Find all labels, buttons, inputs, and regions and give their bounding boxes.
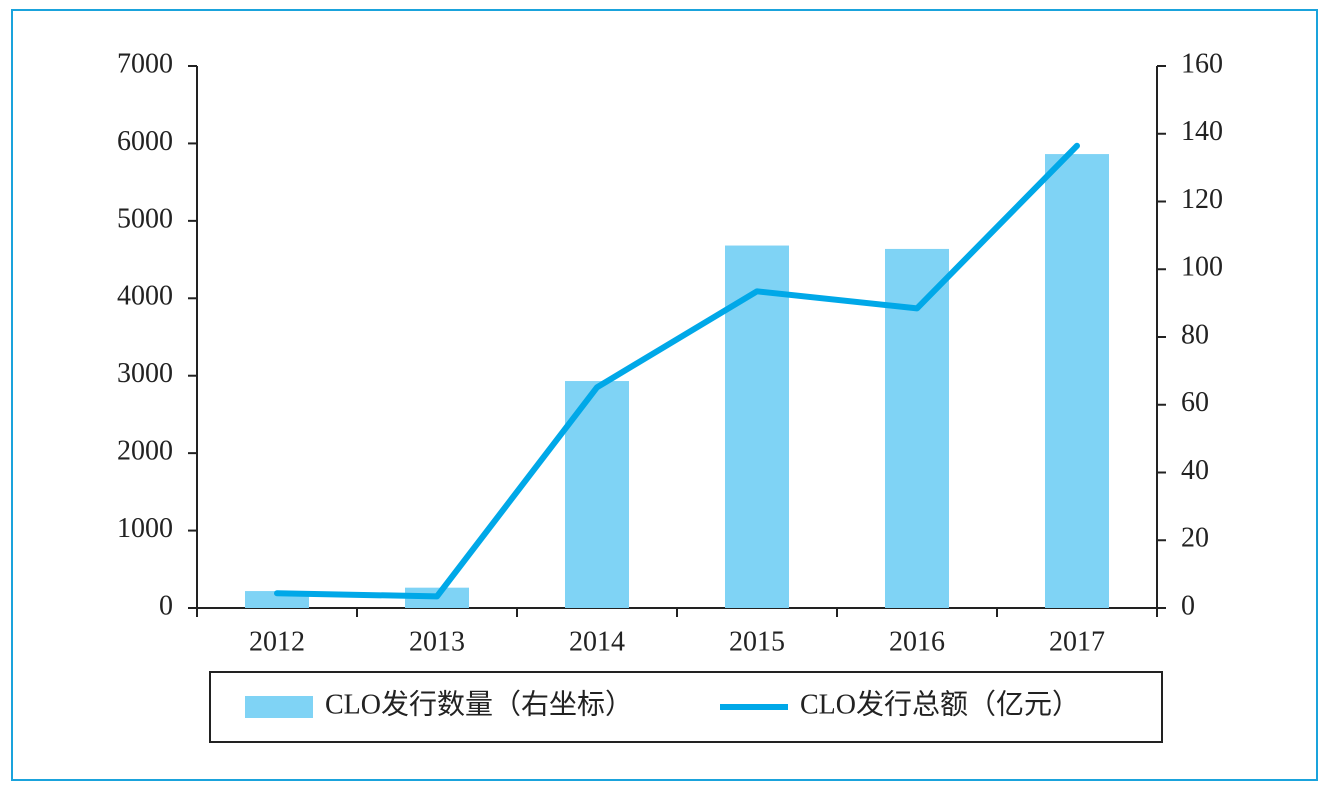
- legend-label: CLO发行数量（右坐标）: [325, 688, 633, 720]
- legend-swatch: [245, 696, 313, 718]
- line: [274, 142, 1080, 600]
- y2-tick-label: 160: [1181, 48, 1223, 79]
- y2-tick-label: 0: [1181, 590, 1195, 621]
- x-tick-label: 2012: [249, 626, 305, 657]
- bar: [885, 248, 949, 609]
- y-tick-label: 7000: [117, 48, 173, 79]
- frame: [11, 9, 1318, 781]
- y-tick-label: 4000: [117, 281, 173, 312]
- y-tick-label: 5000: [117, 203, 173, 234]
- x-tick-label: 2013: [409, 626, 465, 657]
- y2-tick-label: 140: [1181, 116, 1223, 147]
- y2-tick-label: 60: [1181, 387, 1209, 418]
- legend-box: [209, 671, 1163, 743]
- y2-tick-label: 120: [1181, 184, 1223, 215]
- bar: [725, 245, 789, 608]
- x-tick-label: 2015: [729, 626, 785, 657]
- legend-label: CLO发行总额（亿元）: [800, 688, 1080, 720]
- y-tick-label: 2000: [117, 436, 173, 467]
- x-tick-label: 2017: [1049, 626, 1105, 657]
- y2-tick-label: 100: [1181, 252, 1223, 283]
- y2-tick-label: 80: [1181, 319, 1209, 350]
- bar: [1045, 154, 1109, 608]
- y2-tick-label: 40: [1181, 455, 1209, 486]
- y-tick-label: 6000: [117, 126, 173, 157]
- y-tick-label: 0: [159, 590, 173, 621]
- y2-tick-label: 20: [1181, 523, 1209, 554]
- y-tick-label: 1000: [117, 513, 173, 544]
- y-tick-label: 3000: [117, 358, 173, 389]
- x-tick-label: 2016: [889, 626, 945, 657]
- x-tick-label: 2014: [569, 626, 625, 657]
